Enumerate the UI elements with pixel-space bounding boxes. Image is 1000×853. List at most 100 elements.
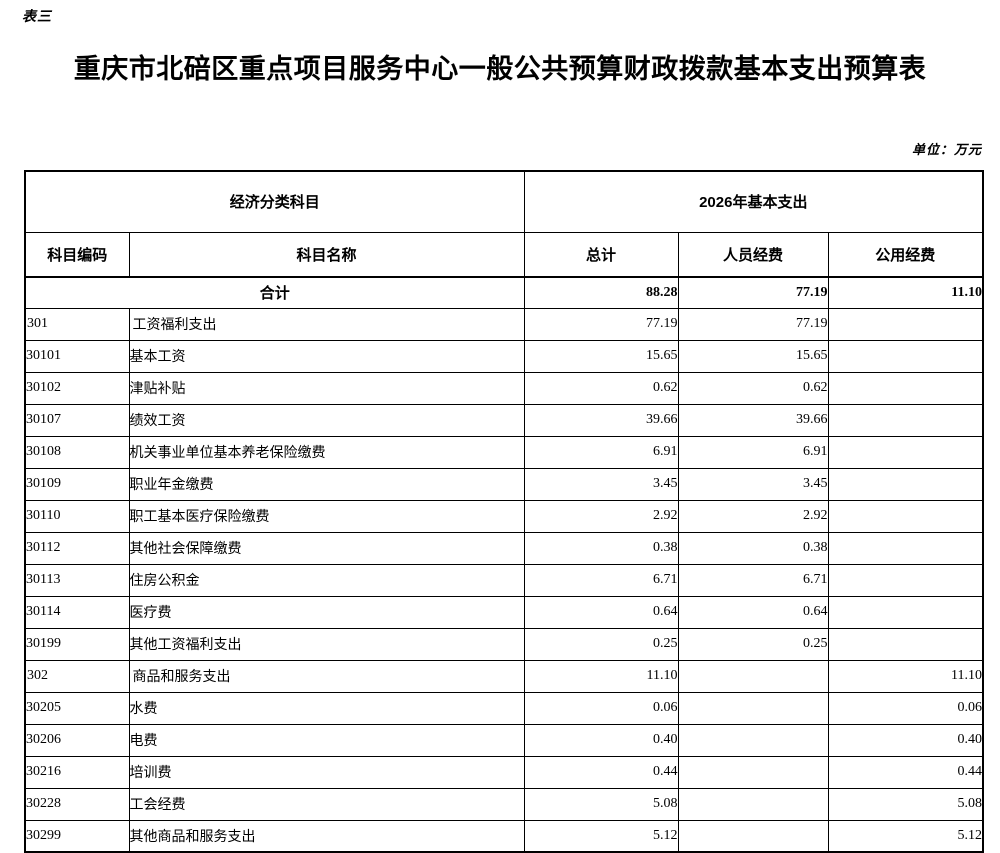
- unit-note: 单位：万元: [911, 142, 982, 157]
- public-cell: [827, 467, 984, 501]
- personnel-cell: 0.62: [677, 371, 829, 405]
- code-cell: 30206: [24, 723, 130, 757]
- name-cell: 工会经费: [128, 787, 525, 821]
- total-cell: 0.44: [523, 755, 679, 789]
- personnel-cell: [677, 723, 829, 757]
- code-cell: 301: [24, 307, 130, 341]
- grand-total-label: 合计: [24, 276, 525, 309]
- name-cell: 其他工资福利支出: [128, 627, 525, 661]
- table-row: 30107 绩效工资 39.66 39.66: [24, 403, 984, 437]
- public-cell: [827, 595, 984, 629]
- table-number-label: 表三: [22, 10, 52, 25]
- total-cell: 5.08: [523, 787, 679, 821]
- total-cell: 15.65: [523, 339, 679, 373]
- personnel-cell: 6.71: [677, 563, 829, 597]
- public-cell: [827, 403, 984, 437]
- name-cell: 工资福利支出: [128, 307, 525, 341]
- name-cell: 培训费: [128, 755, 525, 789]
- personnel-cell: [677, 819, 829, 853]
- total-cell: 0.40: [523, 723, 679, 757]
- personnel-cell: 0.25: [677, 627, 829, 661]
- code-cell: 30114: [24, 595, 130, 629]
- code-cell: 30101: [24, 339, 130, 373]
- col-header-subject-name: 科目名称: [128, 231, 525, 278]
- personnel-cell: 77.19: [677, 307, 829, 341]
- col-header-public-funds: 公用经费: [827, 231, 984, 278]
- public-cell: 0.40: [827, 723, 984, 757]
- public-cell: 0.44: [827, 755, 984, 789]
- public-cell: [827, 339, 984, 373]
- table-row: 30199 其他工资福利支出 0.25 0.25: [24, 627, 984, 661]
- code-cell: 30112: [24, 531, 130, 565]
- budget-table: 经济分类科目 2026年基本支出 科目编码 科目名称 总计 人员经费 公用经费 …: [24, 170, 985, 853]
- public-cell: [827, 307, 984, 341]
- total-cell: 0.25: [523, 627, 679, 661]
- personnel-cell: [677, 659, 829, 693]
- table-row: 30113 住房公积金 6.71 6.71: [24, 563, 984, 597]
- total-cell: 39.66: [523, 403, 679, 437]
- col-header-subject-code: 科目编码: [24, 231, 130, 278]
- personnel-cell: 2.92: [677, 499, 829, 533]
- table-row: 30110 职工基本医疗保险缴费 2.92 2.92: [24, 499, 984, 533]
- public-cell: [827, 435, 984, 469]
- grand-total-public-cell: 11.10: [827, 276, 984, 309]
- col-header-total: 总计: [523, 231, 679, 278]
- personnel-cell: 0.38: [677, 531, 829, 565]
- public-cell: 11.10: [827, 659, 984, 693]
- name-cell: 职业年金缴费: [128, 467, 525, 501]
- code-cell: 30108: [24, 435, 130, 469]
- total-cell: 2.92: [523, 499, 679, 533]
- public-cell: 5.12: [827, 819, 984, 853]
- public-cell: 5.08: [827, 787, 984, 821]
- header-2026-basic-expenditure: 2026年基本支出: [523, 170, 984, 233]
- public-cell: [827, 563, 984, 597]
- name-cell: 绩效工资: [128, 403, 525, 437]
- name-cell: 机关事业单位基本养老保险缴费: [128, 435, 525, 469]
- name-cell: 津贴补贴: [128, 371, 525, 405]
- table-row: 30108 机关事业单位基本养老保险缴费 6.91 6.91: [24, 435, 984, 469]
- code-cell: 30113: [24, 563, 130, 597]
- personnel-cell: [677, 755, 829, 789]
- code-cell: 30107: [24, 403, 130, 437]
- name-cell: 基本工资: [128, 339, 525, 373]
- name-cell: 其他社会保障缴费: [128, 531, 525, 565]
- col-header-personnel-funds: 人员经费: [677, 231, 829, 278]
- personnel-cell: 39.66: [677, 403, 829, 437]
- table-row: 301 工资福利支出 77.19 77.19: [24, 307, 984, 341]
- personnel-cell: [677, 691, 829, 725]
- personnel-cell: 3.45: [677, 467, 829, 501]
- total-cell: 77.19: [523, 307, 679, 341]
- name-cell: 住房公积金: [128, 563, 525, 597]
- name-cell: 其他商品和服务支出: [128, 819, 525, 853]
- grand-total-personnel-cell: 77.19: [677, 276, 829, 309]
- name-cell: 医疗费: [128, 595, 525, 629]
- header-economic-classification: 经济分类科目: [24, 170, 525, 233]
- public-cell: [827, 627, 984, 661]
- personnel-cell: 0.64: [677, 595, 829, 629]
- table-row: 30109 职业年金缴费 3.45 3.45: [24, 467, 984, 501]
- personnel-cell: 6.91: [677, 435, 829, 469]
- public-cell: 0.06: [827, 691, 984, 725]
- personnel-cell: 15.65: [677, 339, 829, 373]
- header-columns-row: 科目编码 科目名称 总计 人员经费 公用经费: [24, 231, 984, 278]
- table-row: 302 商品和服务支出 11.10 11.10: [24, 659, 984, 693]
- code-cell: 30228: [24, 787, 130, 821]
- total-cell: 6.91: [523, 435, 679, 469]
- total-cell: 3.45: [523, 467, 679, 501]
- code-cell: 302: [24, 659, 130, 693]
- table-row: 30112 其他社会保障缴费 0.38 0.38: [24, 531, 984, 565]
- table-row: 30228 工会经费 5.08 5.08: [24, 787, 984, 821]
- table-row: 30206 电费 0.40 0.40: [24, 723, 984, 757]
- code-cell: 30216: [24, 755, 130, 789]
- total-cell: 6.71: [523, 563, 679, 597]
- table-row: 30114 医疗费 0.64 0.64: [24, 595, 984, 629]
- table-row: 30102 津贴补贴 0.62 0.62: [24, 371, 984, 405]
- total-cell: 0.62: [523, 371, 679, 405]
- name-cell: 水费: [128, 691, 525, 725]
- code-cell: 30110: [24, 499, 130, 533]
- total-cell: 0.38: [523, 531, 679, 565]
- grand-total-row: 合计 88.28 77.19 11.10: [24, 276, 984, 309]
- table-row: 30101 基本工资 15.65 15.65: [24, 339, 984, 373]
- public-cell: [827, 531, 984, 565]
